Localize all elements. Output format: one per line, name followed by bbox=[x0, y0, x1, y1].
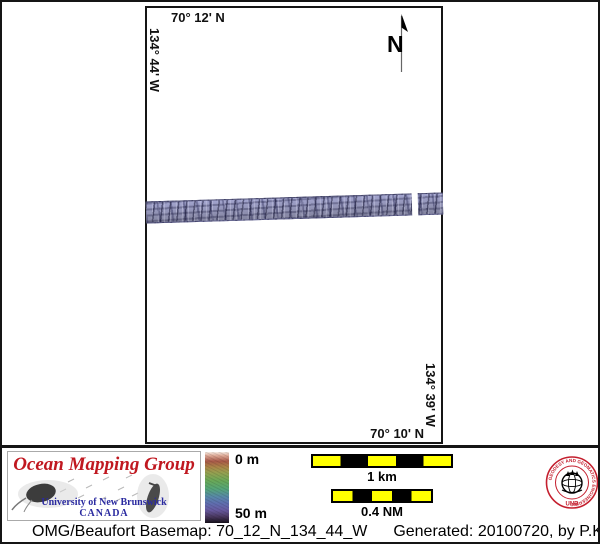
caption-basemap: OMG/Beaufort Basemap: 70_12_N_134_44_W bbox=[32, 523, 368, 540]
depth-label-50m: 50 m bbox=[235, 505, 267, 521]
caption: OMG/Beaufort Basemap: 70_12_N_134_44_W Ge… bbox=[32, 523, 598, 541]
latitude-label-bottom: 70° 10' N bbox=[370, 426, 424, 441]
scalebar-km bbox=[311, 454, 453, 468]
sonar-texture-image bbox=[8, 452, 200, 520]
omg-subtitle: University of New Brunswick bbox=[41, 497, 167, 508]
seal-unb-text: UNB bbox=[566, 502, 580, 508]
north-letter: N bbox=[387, 31, 404, 57]
scalebar-nm-label: 0.4 NM bbox=[361, 504, 403, 519]
sonar-swath-strip bbox=[145, 192, 444, 224]
north-arrow-icon bbox=[400, 14, 408, 72]
longitude-label-left: 134° 44' W bbox=[147, 28, 162, 92]
caption-generated: Generated: 20100720, by P.Kuus bbox=[393, 523, 598, 540]
unb-seal-logo: GEODESY AND GEOMATICS ENGINEERING UNB bbox=[544, 452, 598, 513]
depth-label-0m: 0 m bbox=[235, 451, 260, 467]
omg-title: Ocean Mapping Group bbox=[13, 454, 195, 475]
map-frame: 70° 12' N 134° 44' W 134° 39' W 70° 10' … bbox=[145, 6, 444, 444]
scalebar-km-label: 1 km bbox=[367, 469, 397, 484]
footer-divider bbox=[2, 445, 598, 448]
omg-logo: Ocean Mapping Group University of New Br… bbox=[7, 451, 201, 521]
sonar-swath-gap bbox=[411, 192, 419, 217]
globe-trees-icon bbox=[561, 469, 583, 494]
depth-colorbar bbox=[205, 452, 229, 523]
latitude-label-top: 70° 12' N bbox=[171, 10, 225, 25]
longitude-label-right: 134° 39' W bbox=[423, 363, 438, 427]
scalebar-nm bbox=[331, 489, 433, 503]
omg-country: CANADA bbox=[79, 508, 129, 519]
